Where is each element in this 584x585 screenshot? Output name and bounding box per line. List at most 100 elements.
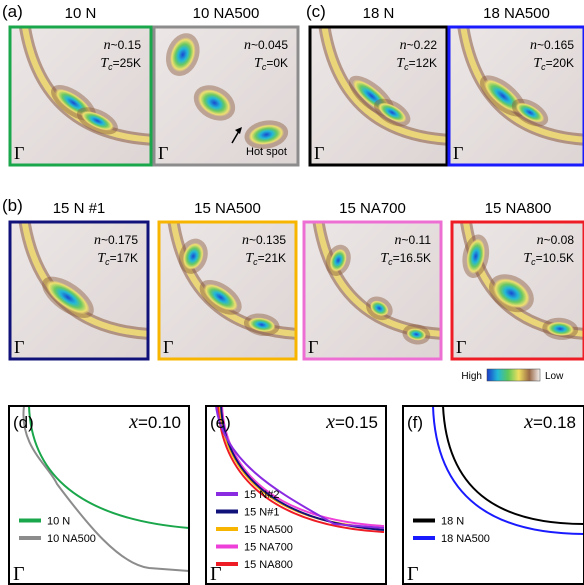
map: 15 NA800 n~0.08 Tc=10.5K Γ	[452, 200, 584, 359]
tc: Tc=20K	[533, 56, 574, 72]
panel-frame	[9, 406, 189, 584]
tc-value: =16.5K	[393, 251, 431, 265]
doping: n~0.045	[244, 38, 288, 53]
tc-value: =20K	[546, 56, 574, 70]
tc: Tc=16.5K	[380, 251, 431, 267]
tc-value: =12K	[409, 56, 437, 70]
tc-value: =10.5K	[536, 251, 574, 265]
legend-label: 10 NA500	[47, 533, 96, 545]
gamma: Γ	[453, 143, 463, 163]
colorbar-low: Low	[545, 371, 564, 382]
gamma: Γ	[308, 337, 318, 357]
colorbar	[487, 369, 540, 381]
map-title: 15 NA500	[194, 200, 261, 217]
doping: n~0.175	[94, 233, 138, 248]
doping-value: ~0.11	[402, 233, 432, 247]
gamma: Γ	[456, 337, 466, 357]
composition-value: =0.15	[335, 413, 378, 432]
tc: Tc=17K	[97, 251, 138, 267]
map-title: 15 NA700	[339, 200, 406, 217]
composition: x=0.15	[325, 411, 378, 433]
tc-value: =21K	[258, 251, 286, 265]
panel-frame	[403, 406, 584, 584]
symbol: n	[242, 233, 249, 248]
map: 10 N n~0.15 Tc=25K Γ	[10, 5, 161, 165]
symbol: x	[325, 411, 335, 433]
legend-label: 15 N#2	[244, 489, 279, 501]
panel-label: (c)	[306, 2, 326, 21]
doping-value: ~0.15	[111, 38, 142, 52]
legend-label: 15 NA700	[244, 542, 293, 554]
map: 10 NA500 n~0.045 Tc=0K Γ Hot spot	[154, 5, 298, 165]
doping-value: ~0.045	[251, 38, 288, 52]
symbol: n	[400, 38, 407, 53]
map-title: 10 NA500	[193, 5, 260, 22]
symbol: n	[104, 38, 111, 53]
map-title: 18 N	[363, 5, 395, 22]
map-title: 15 N #1	[53, 200, 106, 217]
figure: (a)(c)(b)10 Nn~0.15Tc=25KΓ10 NA500n~0.04…	[0, 0, 584, 585]
doping-value: ~0.22	[407, 38, 438, 52]
tc: Tc=10.5K	[523, 251, 574, 267]
panel-label: (a)	[2, 2, 23, 21]
gamma: Γ	[13, 563, 25, 585]
contour-panel: (e) x=0.15 15 N#2 15 N#1 15 NA500 15 NA700 15 …	[206, 406, 386, 585]
panel-label: (b)	[2, 196, 23, 215]
contour-panel: (d) x=0.10 10 N 10 NA500 Γ	[9, 406, 189, 585]
doping: n~0.15	[104, 38, 142, 53]
map-title: 15 NA800	[485, 200, 552, 217]
map-title: 10 N	[65, 5, 97, 22]
symbol: n	[94, 233, 101, 248]
legend-label: 10 N	[47, 516, 70, 528]
symbol: n	[537, 233, 544, 248]
colorbar-high: High	[461, 371, 482, 382]
legend-label: 18 NA500	[441, 533, 490, 545]
symbol: n	[530, 38, 537, 53]
map: 18 N n~0.22 Tc=12K Γ	[310, 5, 457, 165]
gamma: Γ	[163, 337, 173, 357]
composition-value: =0.10	[138, 413, 181, 432]
map: 15 N #1 n~0.175 Tc=17K Γ	[10, 200, 158, 359]
doping-value: ~0.08	[544, 233, 575, 247]
legend-label: 18 N	[441, 516, 464, 528]
panel-label: (f)	[407, 413, 423, 432]
composition: x=0.10	[128, 411, 181, 433]
tc: Tc=0K	[254, 56, 288, 72]
symbol: n	[244, 38, 251, 53]
contour-panel: (f) x=0.18 18 N 18 NA500 Γ	[403, 406, 584, 585]
doping-value: ~0.175	[101, 233, 138, 247]
map-title: 18 NA500	[483, 5, 550, 22]
doping-value: ~0.165	[537, 38, 574, 52]
symbol: n	[395, 233, 402, 248]
gamma: Γ	[14, 143, 24, 163]
legend-label: 15 NA500	[244, 524, 293, 536]
doping: n~0.11	[395, 233, 432, 248]
panel-label: (e)	[210, 413, 231, 432]
symbol: x	[523, 411, 533, 433]
tc: Tc=12K	[396, 56, 437, 72]
gamma: Γ	[158, 143, 168, 163]
gamma: Γ	[210, 563, 222, 585]
doping: n~0.135	[242, 233, 286, 248]
gamma: Γ	[407, 563, 419, 585]
tc: Tc=25K	[100, 56, 141, 72]
legend-label: 15 NA800	[244, 559, 293, 571]
doping: n~0.165	[530, 38, 574, 53]
tc-value: =0K	[266, 56, 288, 70]
symbol: x	[128, 411, 138, 433]
doping-value: ~0.135	[249, 233, 286, 247]
composition: x=0.18	[523, 411, 576, 433]
doping: n~0.22	[400, 38, 438, 53]
tc: Tc=21K	[245, 251, 286, 267]
composition-value: =0.18	[533, 413, 576, 432]
map: 18 NA500 n~0.165 Tc=20K Γ	[449, 5, 584, 165]
gamma: Γ	[314, 143, 324, 163]
doping: n~0.08	[537, 233, 575, 248]
tc-value: =25K	[113, 56, 141, 70]
panel-label: (d)	[13, 413, 34, 432]
gamma: Γ	[14, 337, 24, 357]
annotation: Hot spot	[246, 146, 287, 158]
map: 15 NA700 n~0.11 Tc=16.5K Γ	[304, 200, 451, 359]
map: 15 NA500 n~0.135 Tc=21K Γ	[159, 200, 306, 359]
legend-label: 15 N#1	[244, 507, 279, 519]
